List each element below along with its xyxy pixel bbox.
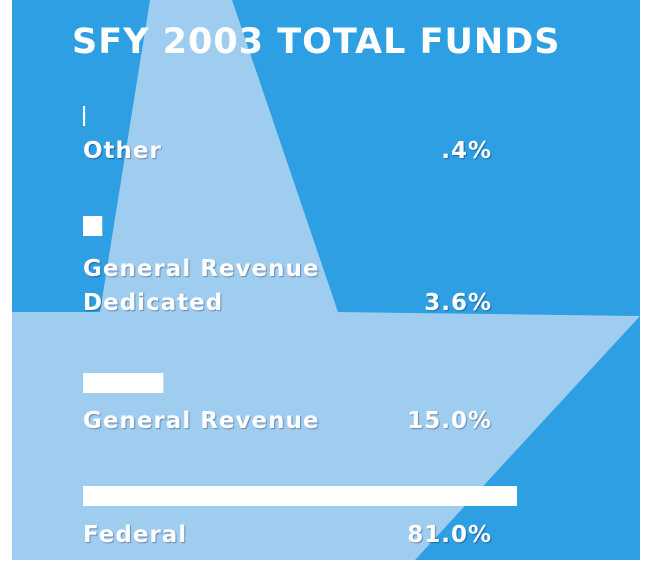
bar (83, 486, 517, 506)
bar (83, 216, 103, 236)
bar (83, 373, 164, 393)
category-label: General Revenue Dedicated (83, 256, 320, 316)
value-label: 81.0% (407, 522, 492, 548)
bar (83, 106, 86, 126)
category-label: Other (83, 138, 162, 164)
value-label: 3.6% (424, 290, 492, 316)
category-label: Federal (83, 522, 188, 548)
category-label: General Revenue (83, 408, 320, 434)
star (12, 0, 640, 560)
value-label: .4% (441, 138, 492, 164)
value-label: 15.0% (407, 408, 492, 434)
chart-title: SFY 2003 TOTAL FUNDS (72, 22, 561, 62)
